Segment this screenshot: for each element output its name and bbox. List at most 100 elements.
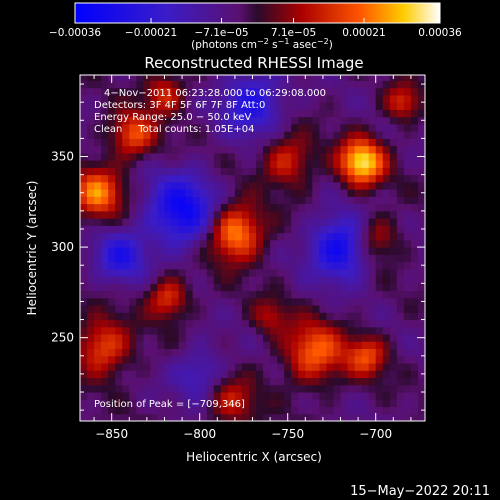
heatmap-cell: [108, 305, 116, 313]
heatmap-cell: [157, 326, 165, 335]
heatmap-cell: [417, 348, 425, 357]
heatmap-cell: [326, 210, 334, 219]
heatmap-cell: [178, 268, 187, 277]
heatmap-cell: [101, 413, 109, 421]
heatmap-cell: [234, 196, 243, 205]
heatmap-cell: [298, 341, 306, 350]
heatmap-cell: [291, 319, 299, 328]
colorbar-unit-part: −2: [317, 37, 329, 46]
heatmap-cell: [101, 377, 109, 386]
heatmap-cell: [199, 210, 208, 219]
heatmap-cell: [143, 196, 151, 205]
heatmap-cell: [171, 297, 180, 306]
heatmap-cell: [150, 297, 158, 306]
heatmap-cell: [263, 312, 271, 321]
heatmap-cell: [192, 138, 201, 147]
heatmap-cell: [417, 167, 425, 176]
heatmap-cell: [382, 276, 391, 284]
heatmap-cell: [101, 75, 109, 81]
heatmap-cell: [199, 75, 208, 81]
heatmap-cell: [277, 80, 285, 89]
heatmap-cell: [382, 210, 391, 219]
heatmap-cell: [164, 355, 173, 364]
heatmap-cell: [375, 167, 384, 176]
heatmap-cell: [192, 145, 201, 154]
heatmap-cell: [241, 384, 250, 393]
heatmap-cell: [354, 181, 363, 190]
heatmap-cell: [375, 196, 384, 205]
heatmap-cell: [157, 181, 165, 190]
heatmap-cell: [227, 196, 236, 205]
heatmap-cell: [101, 334, 109, 342]
heatmap-cell: [263, 218, 271, 226]
heatmap-cell: [270, 312, 278, 321]
heatmap-cell: [185, 152, 194, 161]
heatmap-cell: [403, 152, 412, 161]
heatmap-cell: [340, 174, 349, 183]
heatmap-cell: [270, 283, 278, 292]
heatmap-cell: [220, 370, 229, 379]
heatmap-cell: [291, 392, 299, 400]
heatmap-cell: [80, 268, 88, 277]
heatmap-cell: [234, 363, 243, 371]
heatmap-cell: [347, 399, 356, 408]
heatmap-cell: [417, 218, 425, 226]
heatmap-cell: [234, 109, 243, 118]
heatmap-cell: [164, 261, 173, 270]
heatmap-cell: [417, 181, 425, 190]
heatmap-cell: [389, 160, 398, 168]
heatmap-cell: [178, 123, 187, 132]
heatmap-cell: [150, 174, 158, 183]
heatmap-cell: [361, 123, 370, 132]
heatmap-cell: [248, 152, 257, 161]
heatmap-cell: [129, 290, 137, 299]
heatmap-cell: [206, 283, 215, 292]
heatmap-cell: [241, 377, 250, 386]
heatmap-cell: [389, 152, 398, 161]
heatmap-cell: [403, 80, 412, 89]
heatmap-cell: [80, 167, 88, 176]
heatmap-cell: [340, 189, 349, 197]
heatmap-cell: [347, 232, 356, 241]
heatmap-cell: [178, 399, 187, 408]
heatmap-cell: [375, 348, 384, 357]
heatmap-cell: [150, 94, 158, 103]
heatmap-cell: [347, 290, 356, 299]
heatmap-cell: [361, 239, 370, 248]
heatmap-cell: [115, 319, 123, 328]
heatmap-cell: [241, 392, 250, 400]
heatmap-cell: [361, 181, 370, 190]
heatmap-cell: [199, 406, 208, 415]
heatmap-cell: [241, 326, 250, 335]
heatmap-cell: [410, 145, 419, 154]
heatmap-cell: [150, 254, 158, 263]
heatmap-cell: [312, 210, 320, 219]
heatmap-cell: [354, 297, 363, 306]
heatmap-cell: [312, 261, 320, 270]
heatmap-cell: [136, 406, 144, 415]
colorbar-tick-label: 7.1e−05: [271, 27, 316, 39]
heatmap-cell: [220, 399, 229, 408]
heatmap-cell: [178, 239, 187, 248]
heatmap-cell: [361, 116, 370, 125]
heatmap-cell: [136, 305, 144, 313]
heatmap-cell: [305, 334, 313, 342]
heatmap-cell: [340, 196, 349, 205]
heatmap-cell: [312, 87, 320, 96]
heatmap-cell: [171, 131, 180, 139]
heatmap-cell: [375, 268, 384, 277]
heatmap-cell: [171, 290, 180, 299]
heatmap-cell: [333, 196, 342, 205]
heatmap-cell: [382, 319, 391, 328]
heatmap-cell: [319, 370, 327, 379]
heatmap-cell: [284, 312, 292, 321]
heatmap-cell: [284, 181, 292, 190]
heatmap-cell: [298, 225, 306, 234]
heatmap-cell: [220, 326, 229, 335]
heatmap-cell: [206, 413, 215, 421]
heatmap-cell: [220, 210, 229, 219]
heatmap-cell: [333, 123, 342, 132]
heatmap-cell: [185, 174, 194, 183]
heatmap-cell: [361, 196, 370, 205]
heatmap-cell: [213, 355, 222, 364]
